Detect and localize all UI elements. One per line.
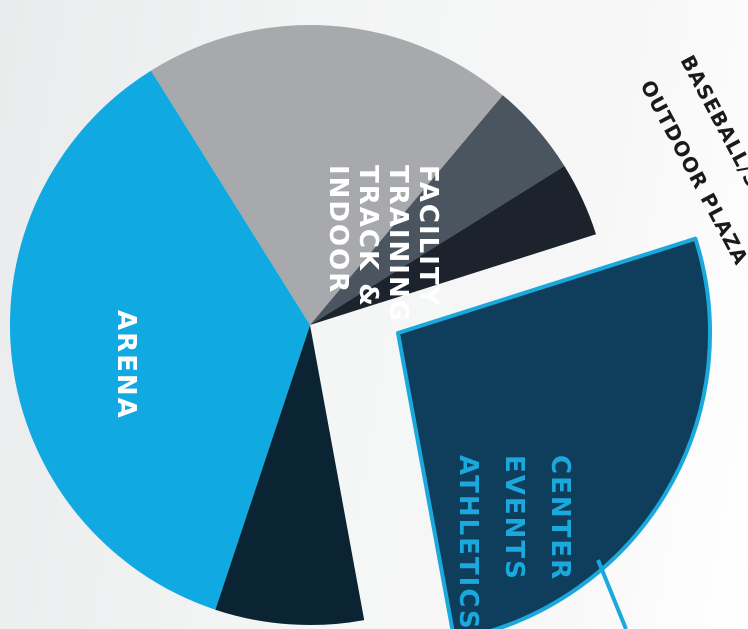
pie-slice-arena xyxy=(9,70,310,610)
slice-label-arena: ARENA xyxy=(111,310,141,420)
pie-slice-outdoor-plaza xyxy=(310,95,565,325)
pie-slice-indoor-track-training-facility xyxy=(151,25,503,326)
pie-slice-baseball-softball xyxy=(310,166,596,325)
pie-slice-unlabeled xyxy=(215,325,365,626)
slice-label-athletics-events-center: ATHLETICS EVENTS CENTER xyxy=(453,455,575,629)
pie-slice-athletics-events-center xyxy=(396,236,712,629)
slice-label-indoor-track-training-facility: INDOORTRACK &TRAININGFACILITY xyxy=(323,165,443,323)
callout-leader-line xyxy=(596,559,628,629)
